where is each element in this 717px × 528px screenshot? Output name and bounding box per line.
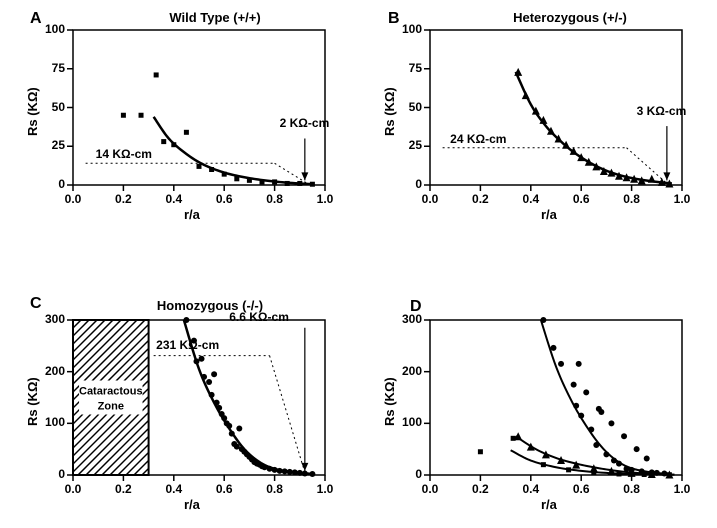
x-axis-label: r/a xyxy=(541,207,557,222)
x-tick-label: 0.8 xyxy=(261,192,289,206)
annotation: 6.6 KΩ-cm xyxy=(229,310,289,324)
panel-title-B: Heterozygous (+/-) xyxy=(460,10,680,25)
x-tick-label: 0.0 xyxy=(59,192,87,206)
x-tick-label: 1.0 xyxy=(668,482,696,496)
y-axis-label: Rs (KΩ) xyxy=(25,87,40,136)
x-tick-label: 0.4 xyxy=(160,482,188,496)
y-tick-label: 300 xyxy=(390,312,422,326)
x-axis-label: r/a xyxy=(541,497,557,512)
x-tick-label: 0.8 xyxy=(618,482,646,496)
x-tick-label: 0.8 xyxy=(618,192,646,206)
annotation: 231 KΩ-cm xyxy=(156,338,219,352)
annotation: 3 KΩ-cm xyxy=(637,104,687,118)
y-tick-label: 200 xyxy=(33,364,65,378)
svg-text:Cataractous: Cataractous xyxy=(79,386,143,398)
x-tick-label: 0.0 xyxy=(416,482,444,496)
y-tick-label: 0 xyxy=(390,177,422,191)
x-axis-label: r/a xyxy=(184,497,200,512)
y-axis-label: Rs (KΩ) xyxy=(382,377,397,426)
y-tick-label: 25 xyxy=(390,138,422,152)
x-tick-label: 0.4 xyxy=(517,192,545,206)
x-tick-label: 0.2 xyxy=(466,192,494,206)
x-axis-label: r/a xyxy=(184,207,200,222)
panel-title-A: Wild Type (+/+) xyxy=(115,10,315,25)
x-tick-label: 0.8 xyxy=(261,482,289,496)
y-tick-label: 0 xyxy=(390,467,422,481)
annotation: 14 KΩ-cm xyxy=(96,147,152,161)
x-tick-label: 0.0 xyxy=(416,192,444,206)
figure: Cataractous Zone xyxy=(0,0,717,528)
y-tick-label: 100 xyxy=(390,22,422,36)
y-tick-label: 0 xyxy=(33,467,65,481)
y-tick-label: 100 xyxy=(33,22,65,36)
x-tick-label: 0.2 xyxy=(109,482,137,496)
x-tick-label: 0.4 xyxy=(517,482,545,496)
x-tick-label: 0.6 xyxy=(210,192,238,206)
x-tick-label: 0.0 xyxy=(59,482,87,496)
y-tick-label: 0 xyxy=(33,177,65,191)
x-tick-label: 1.0 xyxy=(668,192,696,206)
x-tick-label: 1.0 xyxy=(311,192,339,206)
x-tick-label: 0.2 xyxy=(466,482,494,496)
y-axis-label: Rs (KΩ) xyxy=(382,87,397,136)
x-tick-label: 0.6 xyxy=(210,482,238,496)
x-tick-label: 0.6 xyxy=(567,192,595,206)
svg-text:Zone: Zone xyxy=(98,401,124,413)
y-tick-label: 25 xyxy=(33,138,65,152)
x-tick-label: 0.2 xyxy=(109,192,137,206)
x-tick-label: 1.0 xyxy=(311,482,339,496)
panel-label-C: C xyxy=(30,295,42,313)
y-tick-label: 75 xyxy=(390,61,422,75)
y-tick-label: 300 xyxy=(33,312,65,326)
annotation: 24 KΩ-cm xyxy=(450,132,506,146)
x-tick-label: 0.6 xyxy=(567,482,595,496)
x-tick-label: 0.4 xyxy=(160,192,188,206)
y-tick-label: 200 xyxy=(390,364,422,378)
y-tick-label: 75 xyxy=(33,61,65,75)
annotation: 2 KΩ-cm xyxy=(280,116,330,130)
y-axis-label: Rs (KΩ) xyxy=(25,377,40,426)
